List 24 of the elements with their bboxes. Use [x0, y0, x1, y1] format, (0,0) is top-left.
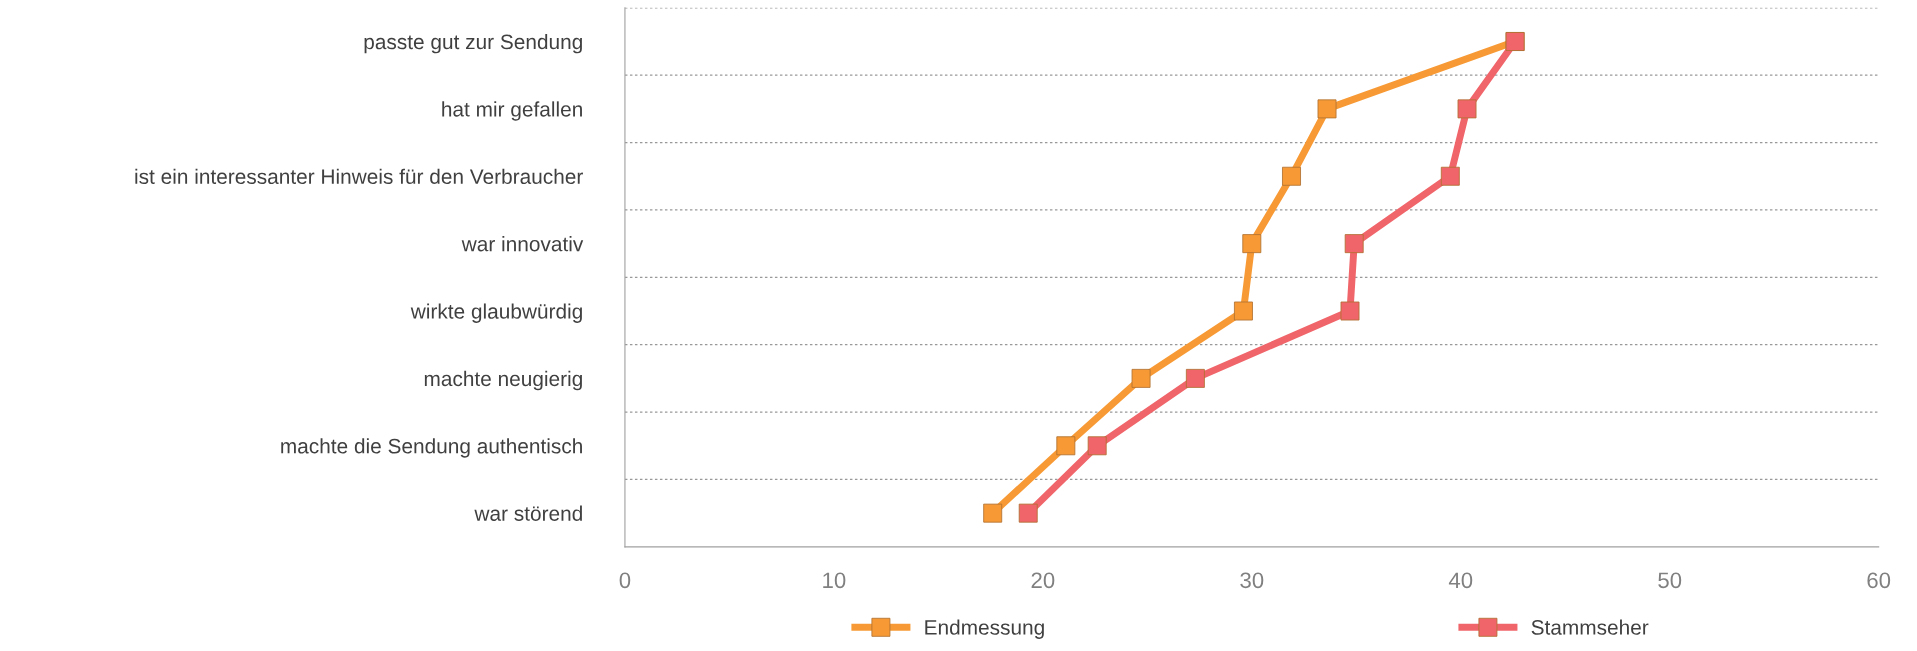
y-tick-label: war innovativ — [461, 236, 584, 252]
x-tick-label: 10 — [823, 572, 846, 589]
x-tick-label: 40 — [1448, 572, 1473, 589]
y-tick-label: wirkte glaubwürdig — [410, 303, 582, 323]
y-tick-label: passte gut zur Sendung — [364, 33, 582, 54]
point — [1340, 301, 1360, 321]
x-tick-label: 20 — [1031, 572, 1055, 589]
x-tick-label: 30 — [1240, 572, 1264, 589]
point — [1056, 436, 1076, 456]
x-tick-label: 0 — [619, 572, 631, 589]
point — [1087, 436, 1107, 456]
legend-label: Stammseher — [1531, 619, 1649, 635]
point — [1457, 99, 1477, 119]
y-tick-label: ist ein interessanter Hinweis für den Verbraucher — [135, 168, 583, 185]
x-tick-label: 60 — [1867, 572, 1891, 589]
legend-label: Endmessung — [925, 619, 1044, 639]
point — [1282, 166, 1301, 186]
x-tick-label: 50 — [1658, 572, 1682, 589]
y-tick-label: hat mir gefallen — [442, 101, 582, 121]
y-tick-label: machte die Sendung authentisch — [281, 438, 582, 458]
y-tick-label: war störend — [474, 505, 582, 521]
point — [1131, 368, 1151, 388]
point — [1344, 234, 1364, 254]
y-tick-label: machte neugierig — [424, 370, 582, 391]
